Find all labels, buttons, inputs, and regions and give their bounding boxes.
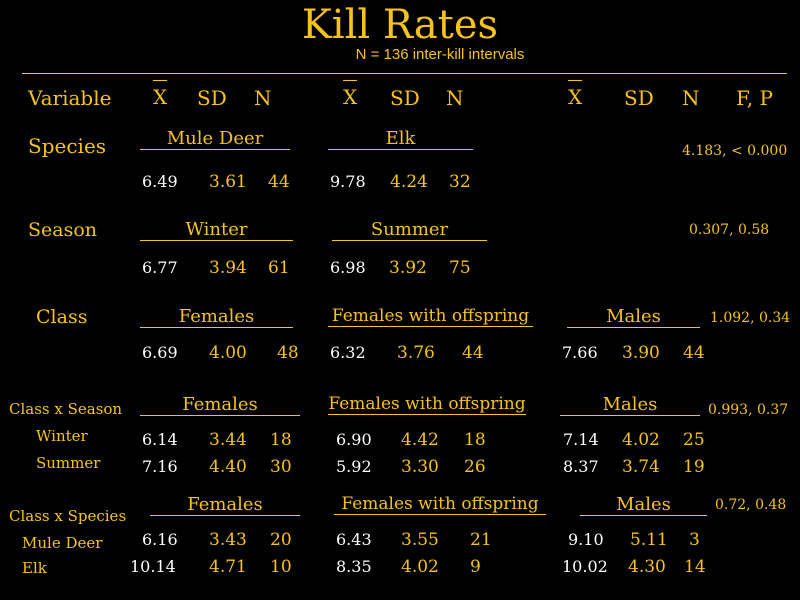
class-offspring-sd: 3.76	[397, 343, 435, 363]
species-elk-mean: 9.78	[330, 172, 366, 191]
csp-elk-males-sd: 4.30	[628, 557, 666, 577]
csp-elk-females-mean: 10.14	[130, 557, 176, 576]
header-sd-2: SD	[390, 86, 420, 110]
csp-elk-males-n: 14	[684, 557, 706, 577]
cs-winter-males-n: 25	[683, 430, 705, 450]
class-season-f-p: 0.993, 0.37	[708, 402, 789, 418]
season-label: Season	[28, 219, 98, 241]
csp-elk-offspring-n: 9	[470, 557, 481, 577]
csp-elk-offspring-mean: 8.35	[336, 557, 372, 576]
header-mean-1: X	[153, 80, 168, 109]
csp-deer-females-n: 20	[270, 530, 292, 550]
class-offspring-mean: 6.32	[330, 343, 366, 362]
season-winter-n: 61	[268, 258, 290, 278]
cs-summer-females-sd: 4.40	[209, 457, 247, 477]
header-n-2: N	[446, 86, 464, 110]
csp-deer-offspring-mean: 6.43	[336, 530, 372, 549]
species-mule-deer-mean: 6.49	[142, 172, 178, 191]
csp-deer-females-mean: 6.16	[142, 530, 178, 549]
class-season-group-females-with-offspring: Females with offspring	[328, 394, 526, 415]
header-mean-3: X	[568, 80, 583, 109]
class-females-mean: 6.69	[142, 343, 178, 362]
class-males-n: 44	[683, 343, 705, 363]
cs-winter-offspring-n: 18	[464, 430, 486, 450]
csp-deer-offspring-sd: 3.55	[401, 530, 439, 550]
cs-summer-females-mean: 7.16	[142, 457, 178, 476]
class-season-label: Class x Season	[9, 400, 123, 418]
cs-summer-males-n: 19	[683, 457, 705, 477]
csp-deer-males-sd: 5.11	[630, 530, 668, 550]
season-summer-sd: 3.92	[389, 258, 427, 278]
class-species-f-p: 0.72, 0.48	[715, 497, 787, 513]
csp-elk-males-mean: 10.02	[562, 557, 608, 576]
csp-deer-males-n: 3	[689, 530, 700, 550]
cs-winter-offspring-mean: 6.90	[336, 430, 372, 449]
cs-summer-males-sd: 3.74	[622, 457, 660, 477]
season-summer-mean: 6.98	[330, 258, 366, 277]
class-group-males: Males	[567, 306, 700, 328]
cs-winter-offspring-sd: 4.42	[401, 430, 439, 450]
page-title: Kill Rates	[301, 2, 499, 48]
cs-winter-females-sd: 3.44	[209, 430, 247, 450]
cs-summer-males-mean: 8.37	[563, 457, 599, 476]
csp-deer-males-mean: 9.10	[568, 530, 604, 549]
csp-elk-females-sd: 4.71	[209, 557, 247, 577]
header-n-1: N	[254, 86, 272, 110]
species-group-mule-deer: Mule Deer	[140, 128, 290, 150]
species-label: Species	[28, 134, 107, 158]
season-winter-sd: 3.94	[209, 258, 247, 278]
cs-summer-females-n: 30	[270, 457, 292, 477]
season-f-p: 0.307, 0.58	[689, 222, 770, 238]
cs-summer-offspring-mean: 5.92	[336, 457, 372, 476]
class-species-label: Class x Species	[9, 507, 127, 525]
cs-summer-offspring-sd: 3.30	[401, 457, 439, 477]
page-subtitle: N = 136 inter-kill intervals	[355, 46, 525, 63]
class-females-n: 48	[277, 343, 299, 363]
species-f-p: 4.183, < 0.000	[682, 143, 788, 159]
species-elk-sd: 4.24	[390, 172, 428, 192]
cs-winter-males-mean: 7.14	[563, 430, 599, 449]
header-sd-3: SD	[624, 86, 654, 110]
class-season-group-males: Males	[560, 394, 700, 416]
class-offspring-n: 44	[462, 343, 484, 363]
csp-deer-females-sd: 3.43	[209, 530, 247, 550]
class-season-group-females: Females	[140, 394, 300, 416]
class-species-row-elk-label: Elk	[22, 559, 47, 577]
species-elk-n: 32	[449, 172, 471, 192]
class-label: Class	[36, 306, 88, 328]
class-species-group-females-with-offspring: Females with offspring	[334, 494, 546, 515]
header-sd-1: SD	[197, 86, 227, 110]
season-group-winter: Winter	[140, 219, 293, 241]
header-f-p: F, P	[736, 86, 773, 110]
class-f-p: 1.092, 0.34	[710, 310, 791, 326]
header-variable: Variable	[28, 86, 112, 110]
class-season-row-summer-label: Summer	[36, 454, 101, 472]
class-males-mean: 7.66	[562, 343, 598, 362]
cs-winter-females-mean: 6.14	[142, 430, 178, 449]
csp-deer-offspring-n: 21	[470, 530, 492, 550]
cs-winter-females-n: 18	[270, 430, 292, 450]
class-species-group-females: Females	[150, 494, 300, 516]
species-mule-deer-sd: 3.61	[209, 172, 247, 192]
header-mean-2: X	[343, 80, 358, 109]
csp-elk-females-n: 10	[270, 557, 292, 577]
class-species-row-mule-deer-label: Mule Deer	[22, 534, 103, 552]
species-group-elk: Elk	[328, 128, 473, 150]
season-group-summer: Summer	[332, 219, 487, 241]
species-mule-deer-n: 44	[268, 172, 290, 192]
class-males-sd: 3.90	[622, 343, 660, 363]
class-females-sd: 4.00	[209, 343, 247, 363]
csp-elk-offspring-sd: 4.02	[401, 557, 439, 577]
cs-winter-males-sd: 4.02	[622, 430, 660, 450]
class-group-females-with-offspring: Females with offspring	[328, 306, 533, 327]
header-n-3: N	[682, 86, 700, 110]
class-season-row-winter-label: Winter	[36, 427, 88, 445]
class-group-females: Females	[140, 306, 293, 328]
season-summer-n: 75	[449, 258, 471, 278]
season-winter-mean: 6.77	[142, 258, 178, 277]
cs-summer-offspring-n: 26	[464, 457, 486, 477]
header-rule	[22, 73, 787, 74]
class-species-group-males: Males	[580, 494, 707, 516]
